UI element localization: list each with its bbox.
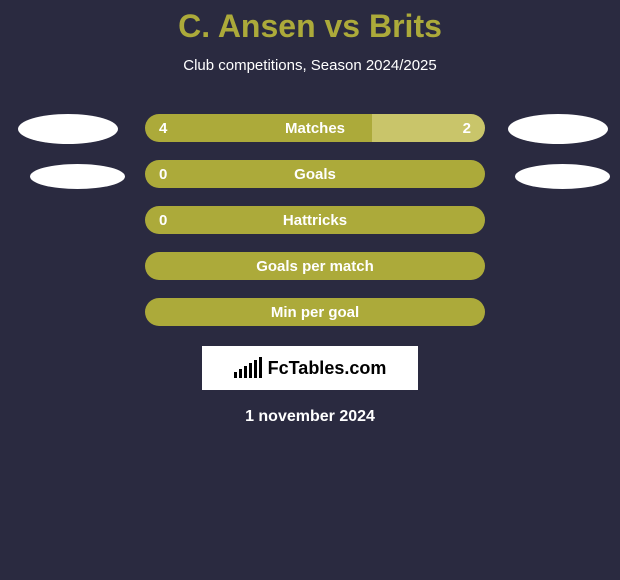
fctables-logo[interactable]: FcTables.com (202, 346, 418, 390)
stats-comparison: 4Matches2 0Goals 0Hattricks Goals per match… (0, 114, 620, 326)
logo-text: FcTables.com (268, 358, 387, 379)
date-text: 1 november 2024 (0, 408, 620, 426)
stat-bar-row: Min per goal (145, 298, 485, 326)
stat-label: Hattricks (145, 212, 485, 229)
logo-bar-segment (259, 357, 262, 378)
left-ellipse-large (18, 114, 118, 144)
stat-bar-row: Goals per match (145, 252, 485, 280)
stat-bar-row: 0Goals (145, 160, 485, 188)
stat-label: Goals (145, 166, 485, 183)
subtitle: Club competitions, Season 2024/2025 (0, 57, 620, 74)
logo-bar-segment (249, 363, 252, 378)
stat-label: Goals per match (145, 258, 485, 275)
right-ellipse-large (508, 114, 608, 144)
left-ellipse-small (30, 164, 125, 189)
logo-bar-segment (234, 372, 237, 378)
stat-right-value: 2 (463, 120, 471, 137)
stat-bar-row: 4Matches2 (145, 114, 485, 142)
logo-bar-segment (244, 366, 247, 378)
left-player-placeholder (10, 114, 125, 189)
stat-bar-row: 0Hattricks (145, 206, 485, 234)
stat-label: Min per goal (145, 304, 485, 321)
stat-label: Matches (145, 120, 485, 137)
logo-bar-segment (239, 369, 242, 378)
right-player-placeholder (505, 114, 610, 189)
stat-bars-container: 4Matches2 0Goals 0Hattricks Goals per match… (145, 114, 485, 326)
logo-chart-icon (234, 358, 262, 378)
page-title: C. Ansen vs Brits (0, 8, 620, 45)
right-ellipse-small (515, 164, 610, 189)
logo-bar-segment (254, 360, 257, 378)
